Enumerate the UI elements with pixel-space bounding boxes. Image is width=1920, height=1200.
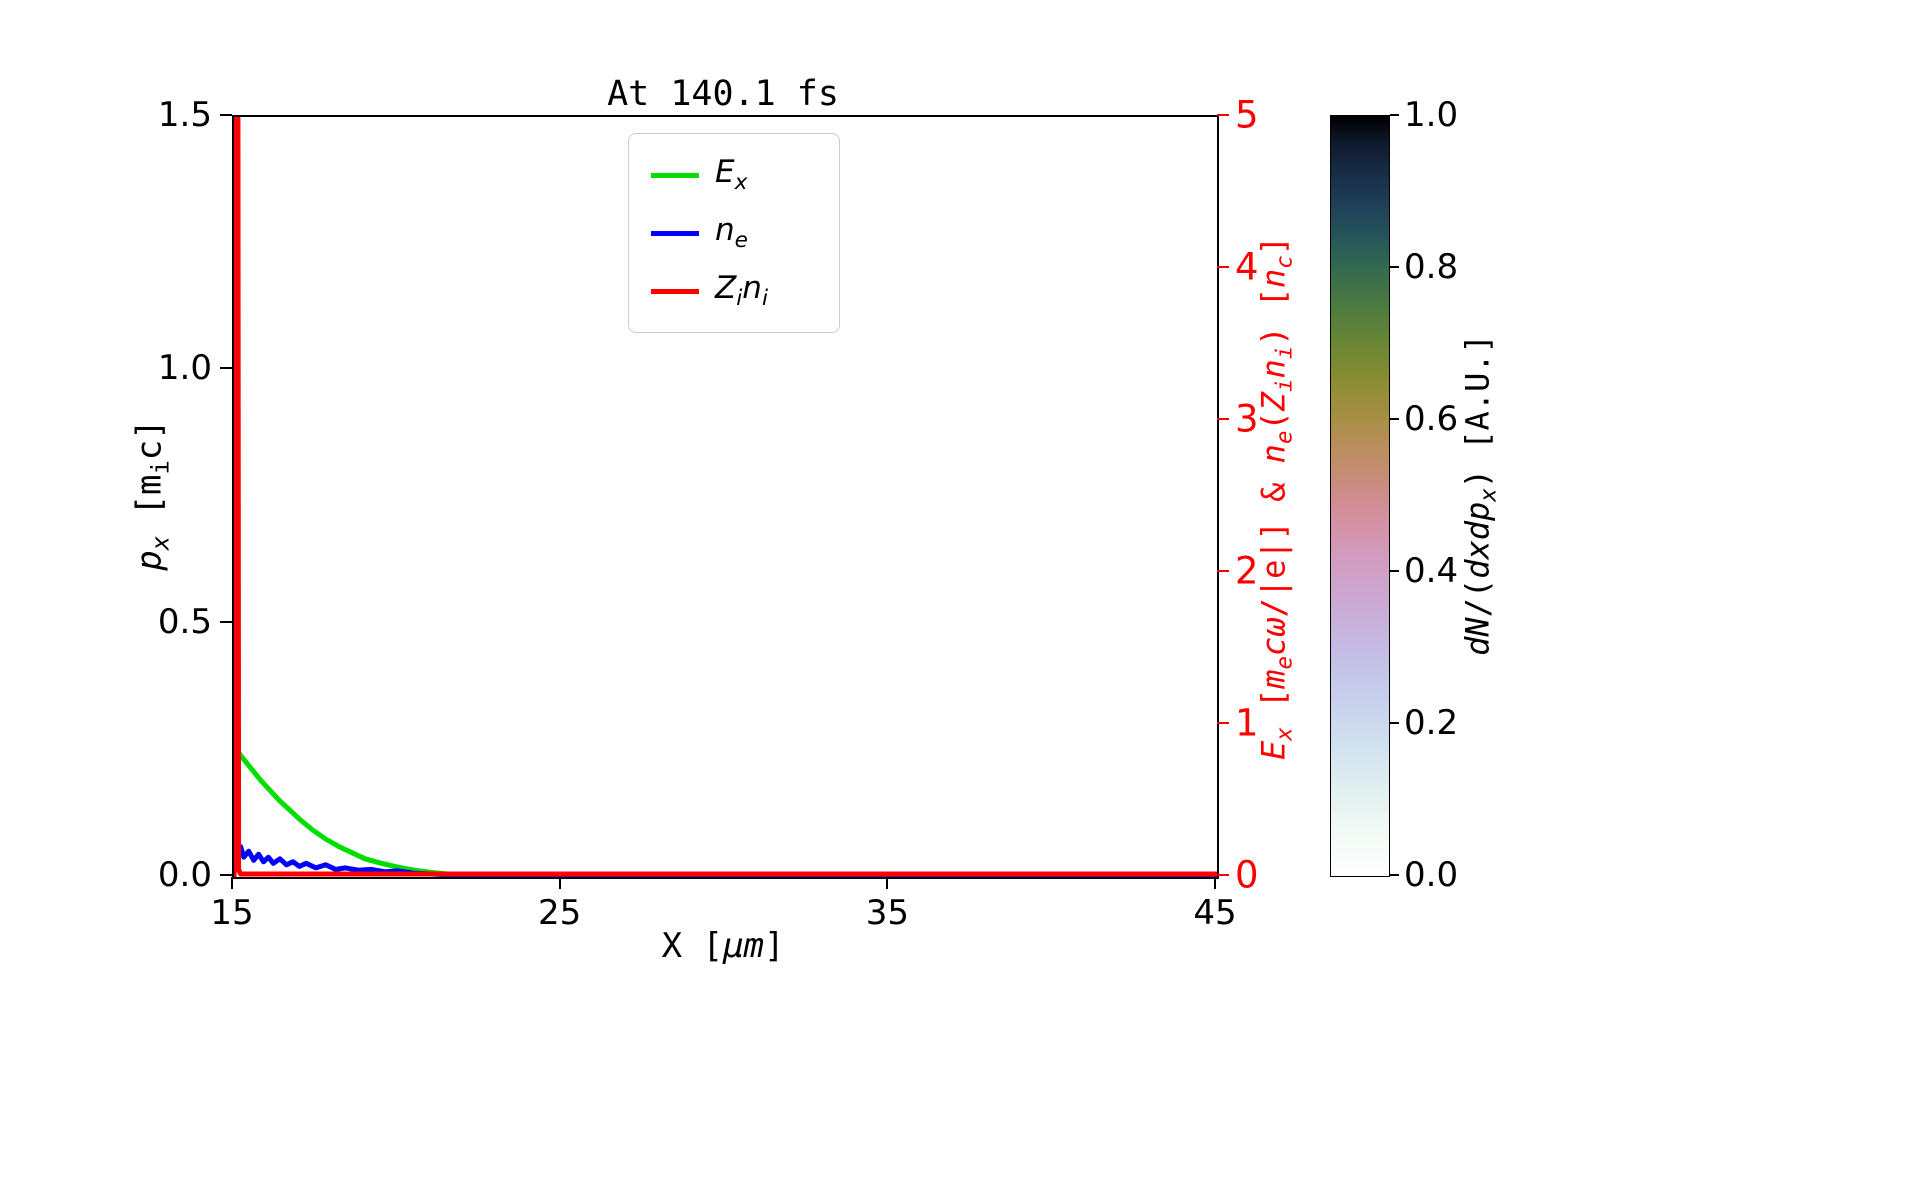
x-tick-label: 45 (1193, 893, 1237, 933)
y-right-tick-label: 3 (1235, 397, 1259, 441)
x-tick-mark (231, 877, 233, 889)
colorbar-gradient (1330, 115, 1390, 877)
series-line-Ex (234, 744, 1217, 877)
y-left-tick-mark (220, 874, 232, 876)
y-left-tick-label: 1.5 (157, 95, 212, 135)
x-tick-label: 35 (865, 893, 909, 933)
legend-line-swatch (651, 172, 699, 178)
y-right-tick-label: 4 (1235, 245, 1259, 289)
colorbar-tick-label: 0.4 (1404, 551, 1459, 591)
legend-label: ne (715, 212, 748, 254)
y-left-tick-label: 0.0 (157, 855, 212, 895)
x-tick-label: 25 (538, 893, 582, 933)
y-right-tick-label: 5 (1235, 93, 1259, 137)
x-tick-mark (558, 877, 561, 889)
y-right-tick-mark (1217, 418, 1229, 420)
series-line-ne (234, 835, 1217, 877)
colorbar-tick-mark (1390, 114, 1399, 116)
y-right-tick-mark (1217, 570, 1229, 572)
colorbar-tick-mark (1390, 266, 1399, 268)
colorbar-tick-label: 0.8 (1404, 247, 1459, 287)
y-left-tick-label: 1.0 (157, 348, 212, 389)
y-left-tick-mark (220, 114, 232, 116)
series-plot (234, 117, 1217, 877)
y-right-tick-label: 2 (1235, 549, 1259, 593)
legend-line-swatch (651, 230, 699, 236)
legend-item: Zini (651, 262, 817, 320)
chart-title: At 140.1 fs (607, 74, 839, 114)
colorbar-tick-label: 0.6 (1404, 399, 1459, 439)
y-right-tick-label: 1 (1235, 701, 1259, 745)
y-left-tick-mark (220, 620, 232, 623)
y-right-tick-mark (1217, 114, 1229, 116)
series-line-Zini (234, 117, 1217, 877)
colorbar-tick-label: 1.0 (1404, 95, 1459, 135)
y-right-tick-mark (1217, 266, 1229, 268)
y-axis-label-left: px [mic] (129, 419, 175, 571)
colorbar-tick-mark (1390, 418, 1399, 420)
legend-label: Zini (715, 270, 768, 312)
colorbar-tick-mark (1390, 874, 1399, 876)
colorbar-label: dN/(dxdpx) [A.U.] (1458, 334, 1502, 656)
legend-item: ne (651, 204, 817, 262)
y-right-tick-label: 0 (1235, 853, 1259, 897)
colorbar-tick-mark (1390, 722, 1399, 724)
colorbar-tick-label: 0.2 (1404, 703, 1459, 743)
x-tick-mark (886, 877, 889, 889)
x-tick-mark (1214, 877, 1216, 889)
legend-item: Ex (651, 146, 817, 204)
x-axis-label: X [μm] (661, 926, 785, 966)
y-right-tick-mark (1217, 722, 1229, 724)
colorbar-tick-label: 0.0 (1404, 855, 1459, 895)
colorbar-tick-mark (1390, 570, 1399, 572)
y-right-tick-mark (1217, 874, 1229, 876)
y-left-tick-label: 0.5 (157, 601, 212, 642)
legend: Ex ne Zini (628, 133, 840, 333)
x-tick-label: 15 (210, 893, 254, 933)
legend-line-swatch (651, 288, 699, 294)
legend-label: Ex (715, 154, 748, 196)
y-axis-label-right: Ex [mecω/|e|] & ne(Zini) [nc] (1254, 235, 1298, 761)
y-left-tick-mark (220, 367, 232, 370)
